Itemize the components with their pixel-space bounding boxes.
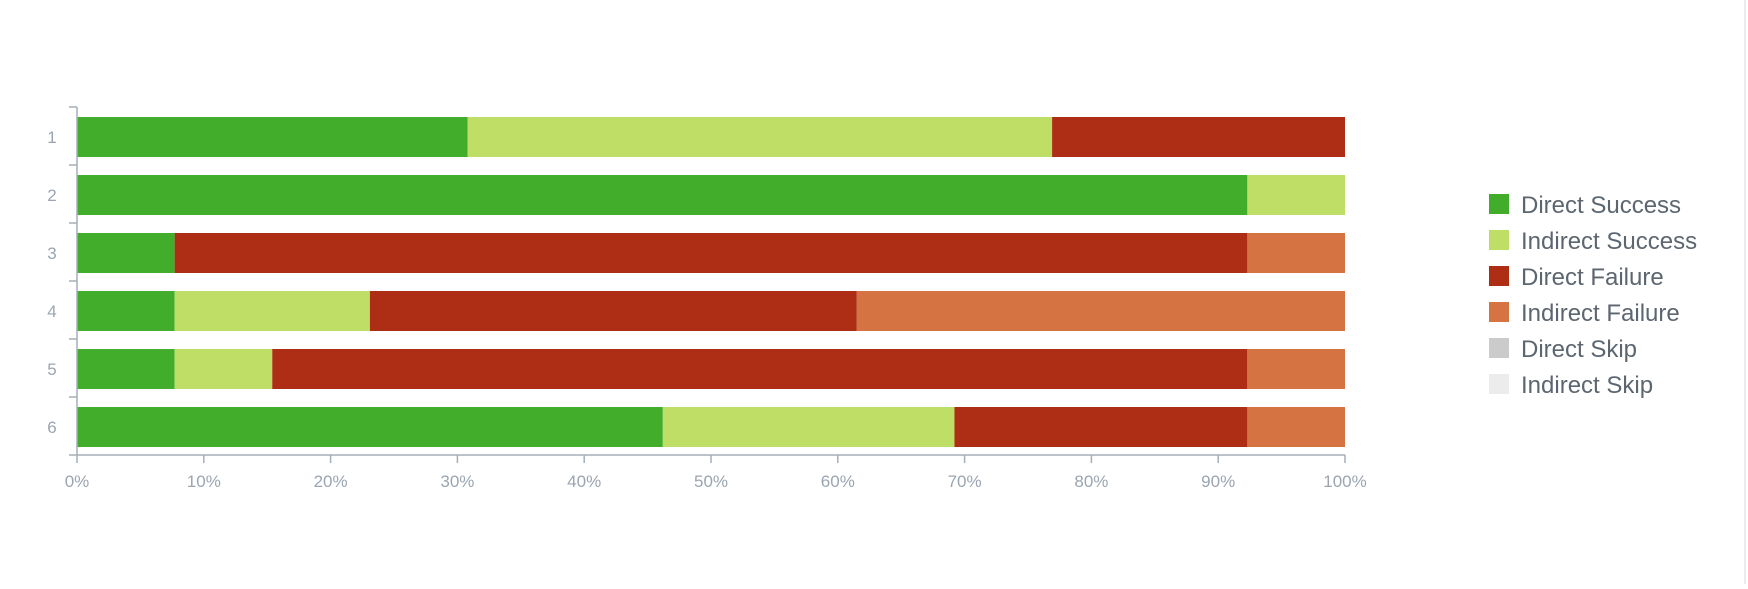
bar-segment-6-indirect-success	[662, 407, 955, 447]
legend-label: Direct Success	[1521, 192, 1681, 219]
legend-label: Indirect Skip	[1521, 372, 1653, 399]
bar-segment-5-indirect-success	[174, 349, 273, 389]
legend-item: Indirect Failure	[1489, 300, 1680, 327]
bar-segment-1-indirect-success	[467, 117, 1053, 157]
legend-swatch	[1489, 338, 1509, 358]
legend-swatch	[1489, 194, 1509, 214]
bar-segment-5-direct-success	[77, 349, 175, 389]
bar-segment-6-direct-failure	[954, 407, 1248, 447]
legend-swatch	[1489, 302, 1509, 322]
x-tick-label: 30%	[440, 472, 474, 491]
legend-item: Direct Skip	[1489, 336, 1637, 363]
bar-segment-6-indirect-failure	[1247, 407, 1345, 447]
legend-label: Direct Skip	[1521, 336, 1637, 363]
bar-segment-3-direct-success	[77, 233, 175, 273]
bar-segment-5-direct-failure	[272, 349, 1248, 389]
x-tick-label: 80%	[1074, 472, 1108, 491]
bar-segment-4-indirect-failure	[856, 291, 1345, 331]
x-tick-label: 60%	[821, 472, 855, 491]
bar-segment-2-indirect-success	[1247, 175, 1345, 215]
y-tick-label: 4	[47, 302, 56, 321]
bar-segment-3-direct-failure	[174, 233, 1248, 273]
x-tick-label: 20%	[314, 472, 348, 491]
x-tick-label: 40%	[567, 472, 601, 491]
right-divider	[1744, 0, 1746, 584]
bar-segment-1-direct-failure	[1052, 117, 1345, 157]
legend-swatch	[1489, 374, 1509, 394]
y-tick-label: 6	[47, 418, 56, 437]
y-tick-label: 5	[47, 360, 56, 379]
bar-segment-3-indirect-failure	[1247, 233, 1345, 273]
legend-item: Indirect Success	[1489, 228, 1697, 255]
x-tick-label: 10%	[187, 472, 221, 491]
bars-layer	[77, 117, 1345, 447]
x-tick-label: 50%	[694, 472, 728, 491]
bar-segment-1-direct-success	[77, 117, 468, 157]
legend-swatch	[1489, 266, 1509, 286]
x-tick-label: 0%	[65, 472, 90, 491]
legend-item: Direct Failure	[1489, 264, 1664, 291]
bar-segment-6-direct-success	[77, 407, 663, 447]
y-tick-label: 1	[47, 128, 56, 147]
y-tick-label: 3	[47, 244, 56, 263]
x-tick-label: 70%	[948, 472, 982, 491]
y-tick-label: 2	[47, 186, 56, 205]
bar-segment-5-indirect-failure	[1247, 349, 1345, 389]
x-tick-label: 100%	[1323, 472, 1366, 491]
legend-swatch	[1489, 230, 1509, 250]
legend-item: Indirect Skip	[1489, 372, 1653, 399]
bar-segment-4-direct-failure	[369, 291, 857, 331]
x-tick-label: 90%	[1201, 472, 1235, 491]
legend-item: Direct Success	[1489, 192, 1681, 219]
bar-segment-4-indirect-success	[174, 291, 370, 331]
legend-label: Direct Failure	[1521, 264, 1664, 291]
legend-label: Indirect Failure	[1521, 300, 1680, 327]
legend-label: Indirect Success	[1521, 228, 1697, 255]
bar-segment-4-direct-success	[77, 291, 175, 331]
bar-segment-2-direct-success	[77, 175, 1248, 215]
legend: Direct Success Indirect Success Direct Fai…	[1489, 192, 1697, 399]
